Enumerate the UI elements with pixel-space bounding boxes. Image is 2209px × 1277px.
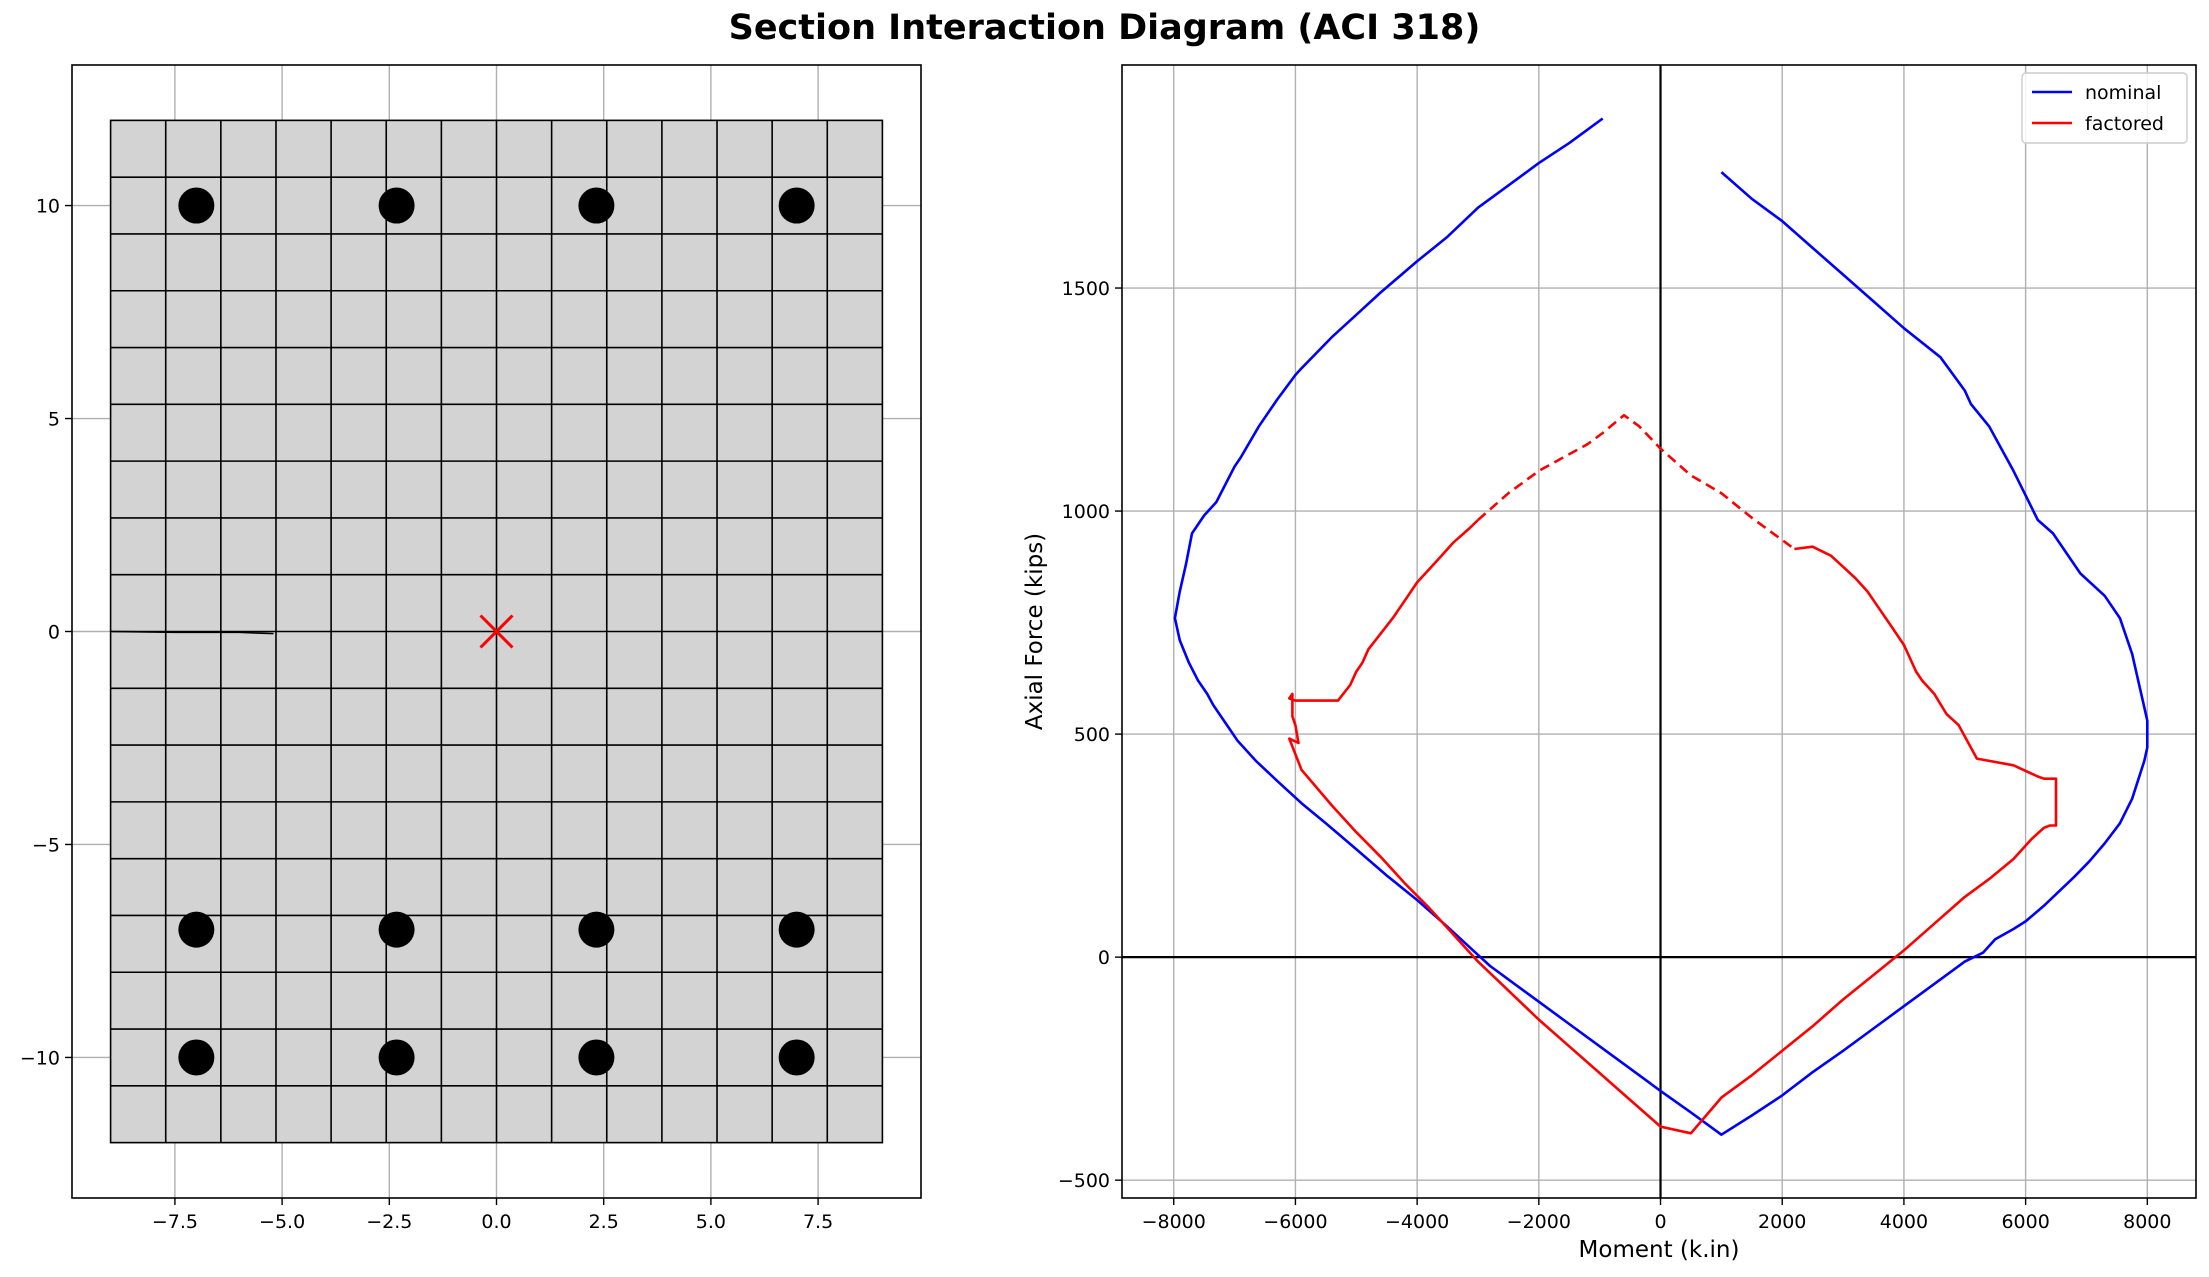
rebar-point: [578, 911, 615, 948]
y-tick-label: 5: [48, 409, 60, 431]
interaction-diagram-plot: −8000 −6000 −4000 −2000 0 2000 4000 6000 8000 −50…: [1022, 64, 2197, 1263]
x-axis-label: Moment (k.in): [1579, 1237, 1740, 1263]
x-tick-label: 6000: [2001, 1211, 2049, 1233]
x-tick-label: 2000: [1758, 1211, 1806, 1233]
x-tick-label: −6000: [1263, 1211, 1327, 1233]
figure-title: Section Interaction Diagram (ACI 318): [728, 8, 1481, 48]
x-tick-label: 2.5: [589, 1211, 619, 1233]
y-tick-label: −500: [1058, 1170, 1110, 1192]
rebar-point: [778, 187, 815, 224]
y-tick-label: 1500: [1062, 278, 1110, 300]
legend-label-factored: factored: [2085, 113, 2164, 135]
centroid-marker: [479, 614, 514, 649]
x-tick-label: −5.0: [259, 1211, 305, 1233]
section-plot: −7.5 −5.0 −2.5 0.0 2.5 5.0 7.5 −10 −5 0 5 10: [20, 64, 922, 1233]
x-tick-label: 7.5: [803, 1211, 833, 1233]
y-tick-label: 1000: [1062, 501, 1110, 523]
rebar-point: [178, 1039, 215, 1076]
x-tick-label: 5.0: [696, 1211, 726, 1233]
rebar-point: [778, 1039, 815, 1076]
rebar-point: [378, 187, 415, 224]
factored-series-line: [1288, 519, 2058, 1135]
x-tick-label: −2.5: [366, 1211, 412, 1233]
x-tick-label: −2000: [1507, 1211, 1571, 1233]
y-tick-label: 10: [36, 196, 60, 218]
y-tick-label: 0: [1098, 947, 1110, 969]
rebar-point: [378, 1039, 415, 1076]
plot-area: [109, 119, 884, 1144]
plot-area: [1122, 65, 2196, 1198]
diagram-axes-frame: [1121, 64, 2197, 1199]
centroid-stroke: [479, 614, 514, 649]
rebar-point: [578, 1039, 615, 1076]
rebar-point: [378, 911, 415, 948]
legend: nominal factored: [2021, 72, 2188, 144]
rebar-point: [778, 911, 815, 948]
x-tick-label: 4000: [1880, 1211, 1928, 1233]
rebar-point: [178, 187, 215, 224]
x-tick-label: 0: [1654, 1211, 1666, 1233]
x-tick-label: 8000: [2123, 1211, 2171, 1233]
y-tick-label: 0: [48, 622, 60, 644]
factored-cap-dashed-line: [1477, 413, 1796, 551]
rebar-point: [578, 187, 615, 224]
y-tick-label: 500: [1074, 724, 1110, 746]
legend-label-nominal: nominal: [2085, 82, 2161, 104]
nominal-series-line: [1173, 117, 2149, 1136]
grid-lines: [1122, 65, 2196, 1198]
neutral-axis-line: [110, 630, 274, 635]
legend-frame: [2021, 72, 2188, 144]
rebar-point: [178, 911, 215, 948]
x-tick-label: −8000: [1142, 1211, 1206, 1233]
x-tick-label: −7.5: [152, 1211, 198, 1233]
y-tick-label: −10: [20, 1047, 60, 1069]
y-axis-label: Axial Force (kips): [1022, 533, 1048, 730]
x-tick-label: 0.0: [481, 1211, 511, 1233]
x-tick-label: −4000: [1385, 1211, 1449, 1233]
y-tick-label: −5: [32, 834, 60, 856]
